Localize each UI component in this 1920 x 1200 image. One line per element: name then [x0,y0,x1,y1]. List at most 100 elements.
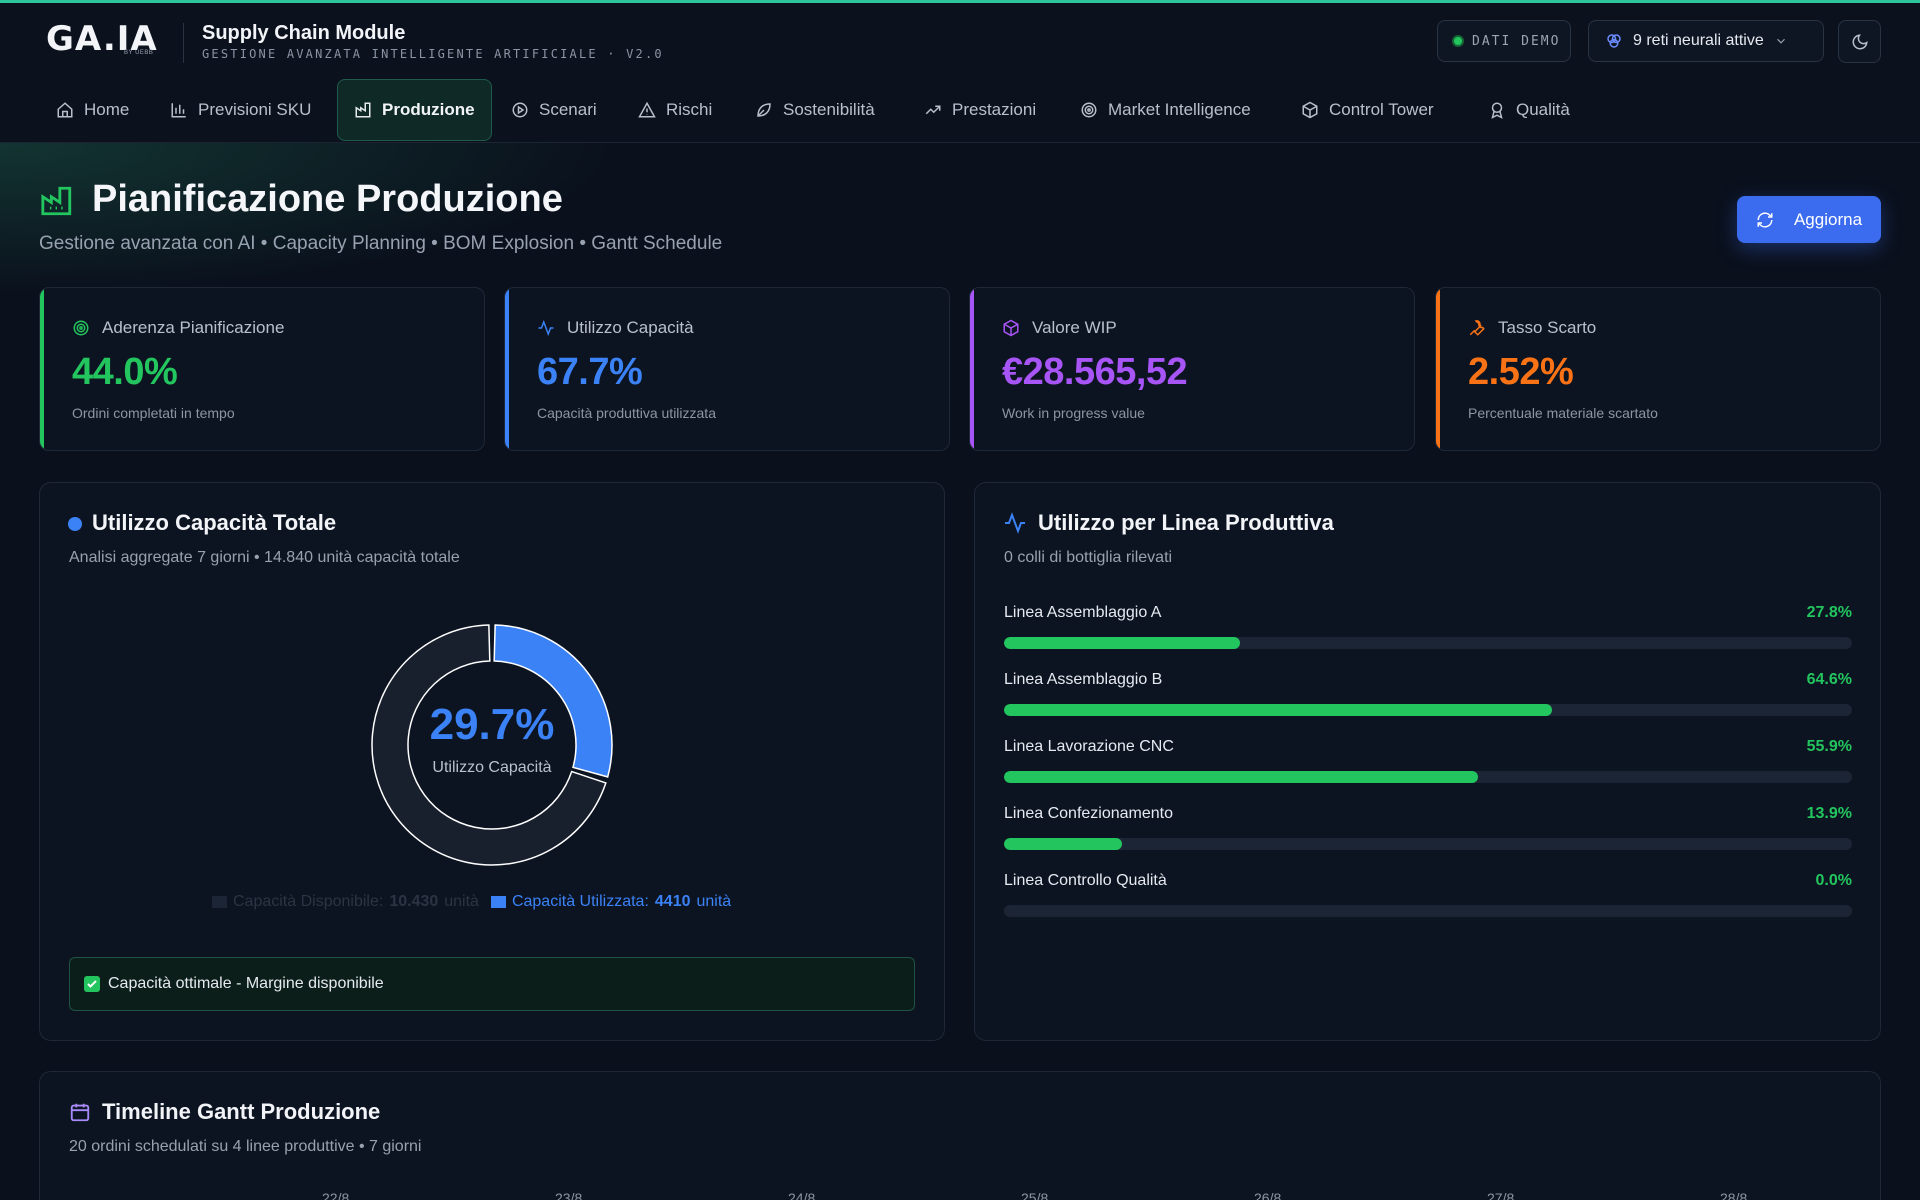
neural-networks-label: 9 reti neurali attive [1633,32,1764,49]
header-divider [183,23,184,63]
line-row: Linea Assemblaggio A 27.8% [1004,604,1852,654]
line-percentage: 55.9% [1806,738,1852,755]
activity-icon [1005,512,1025,534]
line-progress-fill [1004,771,1479,783]
kpi-label: Utilizzo Capacità [567,318,694,337]
line-percentage: 27.8% [1806,604,1852,621]
leaf-icon [757,103,771,117]
gantt-date-label: 26/8 [1254,1190,1282,1200]
factory-icon [41,186,72,216]
lines-panel-title: Utilizzo per Linea Produttiva [1038,510,1334,535]
donut-center-value: 29.7% [429,700,555,749]
tab-home-label: Home [84,100,130,119]
kpi-label: Aderenza Pianificazione [102,318,285,337]
capacity-panel-subtitle: Analisi aggregate 7 giorni • 14.840 unit… [69,549,460,566]
check-icon [84,976,100,992]
kpi-description: Ordini completati in tempo [72,405,235,421]
legend-item-used[interactable]: Capacità Utilizzata: 4410 unità [490,893,732,911]
tab-scenari[interactable]: Scenari [495,79,613,141]
line-progress-track [1004,704,1852,716]
tab-sostenibilita-label: Sostenibilità [783,100,875,119]
theme-toggle-button[interactable] [1838,20,1881,63]
line-progress-track [1004,637,1852,649]
tab-control-tower[interactable]: Control Tower [1285,79,1450,141]
logo-subtext: BY UEBB [124,50,154,56]
gantt-date-label: 22/8 [322,1190,350,1200]
brain-icon [1607,34,1621,48]
gantt-date-label: 23/8 [555,1190,583,1200]
logo: GA.IA [46,19,158,59]
tab-previsioni-sku[interactable]: Previsioni SKU [154,79,327,141]
gantt-date-label: 28/8 [1720,1190,1748,1200]
legend-item-available[interactable]: Capacità Disponibile: 10.430 unità [212,893,479,911]
tab-sostenibilita[interactable]: Sostenibilità [739,79,891,141]
tab-previsioni-sku-label: Previsioni SKU [198,100,312,119]
line-name: Linea Controllo Qualità [1004,872,1167,889]
kpi-accent-bar [505,288,509,450]
line-name: Linea Lavorazione CNC [1004,738,1174,755]
calendar-icon [70,1103,90,1122]
target-icon [1081,102,1097,118]
play-circle-icon [512,102,528,118]
tab-market-intelligence-label: Market Intelligence [1108,100,1251,119]
tab-rischi[interactable]: Rischi [622,79,728,141]
legend-available-unit: unità [444,893,479,910]
tab-qualita[interactable]: Qualità [1472,79,1586,141]
tab-prestazioni[interactable]: Prestazioni [908,79,1052,141]
gantt-panel [39,1071,1881,1200]
refresh-button[interactable]: Aggiorna [1737,196,1881,243]
tab-rischi-label: Rischi [666,100,713,119]
line-progress-fill [1004,704,1552,716]
refresh-label: Aggiorna [1793,209,1863,229]
kpi-accent-bar [1436,288,1440,450]
page-title: Pianificazione Produzione [92,178,563,220]
kpi-description: Capacità produttiva utilizzata [537,405,716,421]
line-name: Linea Confezionamento [1004,805,1174,822]
kpi-value: 44.0% [72,351,178,393]
tab-produzione[interactable]: Produzione [337,79,492,141]
tab-market-intelligence[interactable]: Market Intelligence [1064,79,1267,141]
demo-badge-label: DATI DEMO [1472,33,1561,49]
kpi-description: Percentuale materiale scartato [1468,405,1658,421]
home-icon [57,102,73,118]
gantt-panel-title: Timeline Gantt Produzione [102,1099,381,1124]
activity-icon [538,319,554,337]
kpi-card-scarto: Tasso Scarto 2.52% Percentuale materiale… [1435,287,1881,451]
tab-prestazioni-label: Prestazioni [952,100,1037,119]
status-dot-icon [1452,35,1464,47]
factory-icon [355,102,371,118]
donut-segment-used[interactable] [493,624,613,778]
line-row: Linea Confezionamento 13.9% [1004,805,1852,855]
kpi-description: Work in progress value [1002,405,1145,421]
line-progress-track [1004,838,1852,850]
kpi-accent-bar [970,288,974,450]
bar-chart-icon [171,103,186,118]
kpi-label: Tasso Scarto [1498,318,1597,337]
gantt-date-label: 25/8 [1021,1190,1049,1200]
capacity-panel [39,482,945,1041]
app-subtitle: GESTIONE AVANZATA INTELLIGENTE ARTIFICIA… [202,47,664,61]
donut-segment-available[interactable] [371,624,607,866]
capacity-status-text: Capacità ottimale - Margine disponibile [108,975,384,992]
tab-scenari-label: Scenari [539,100,597,119]
gantt-date-label: 27/8 [1487,1190,1515,1200]
line-row: Linea Lavorazione CNC 55.9% [1004,738,1852,788]
line-progress-track [1004,905,1852,917]
line-percentage: 64.6% [1806,671,1852,688]
line-name: Linea Assemblaggio B [1004,671,1163,688]
tab-home[interactable]: Home [40,79,145,141]
kpi-card-wip: Valore WIP €28.565,52 Work in progress v… [969,287,1415,451]
line-progress-track [1004,771,1852,783]
kpi-accent-bar [40,288,44,450]
capacity-status-box: Capacità ottimale - Margine disponibile [69,957,915,1011]
kpi-card-utilizzo: Utilizzo Capacità 67.7% Capacità produtt… [504,287,950,451]
kpi-value: 67.7% [537,351,643,393]
legend-used-unit: unità [696,893,732,910]
neural-networks-dropdown[interactable]: 9 reti neurali attive [1588,20,1824,62]
tab-produzione-label: Produzione [382,100,475,119]
lines-panel-subtitle: 0 colli di bottiglia rilevati [1004,549,1173,566]
gantt-date-axis: 22/8 23/8 24/8 25/8 26/8 27/8 28/8 [68,1190,1868,1200]
top-accent-line [0,0,1920,3]
donut-legend: Capacità Disponibile: 10.430 unità Capac… [212,893,731,911]
donut-center-label: Utilizzo Capacità [432,759,552,776]
